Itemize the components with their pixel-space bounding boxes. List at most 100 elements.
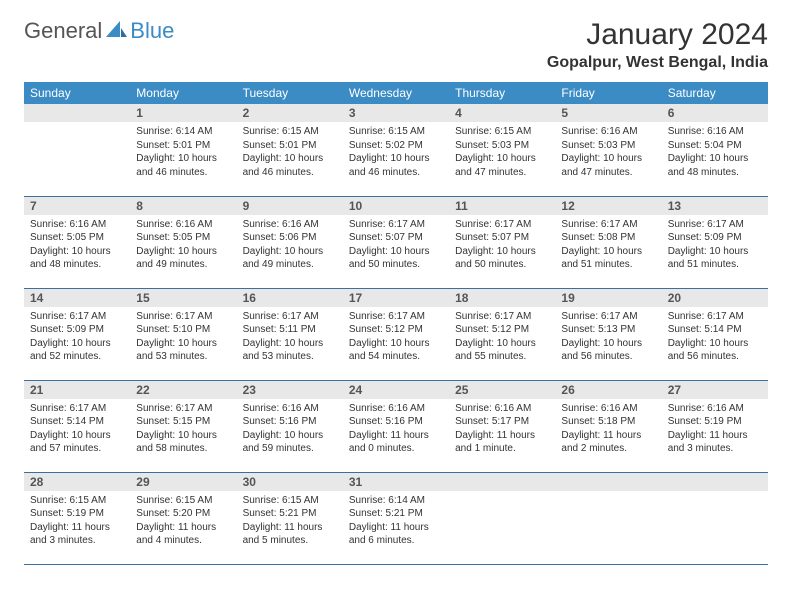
weekday-header: Saturday: [662, 82, 768, 104]
daylight-line: Daylight: 10 hours and 47 minutes.: [561, 152, 655, 179]
day-details: Sunrise: 6:17 AMSunset: 5:11 PMDaylight:…: [237, 307, 343, 367]
sunset-line: Sunset: 5:01 PM: [136, 139, 230, 153]
calendar-table: Sunday Monday Tuesday Wednesday Thursday…: [24, 82, 768, 565]
calendar-day-cell: 13Sunrise: 6:17 AMSunset: 5:09 PMDayligh…: [662, 196, 768, 288]
weekday-header: Sunday: [24, 82, 130, 104]
calendar-week-row: 21Sunrise: 6:17 AMSunset: 5:14 PMDayligh…: [24, 380, 768, 472]
calendar-day-cell: 11Sunrise: 6:17 AMSunset: 5:07 PMDayligh…: [449, 196, 555, 288]
daylight-line: Daylight: 11 hours and 4 minutes.: [136, 521, 230, 548]
calendar-week-row: 28Sunrise: 6:15 AMSunset: 5:19 PMDayligh…: [24, 472, 768, 564]
day-number: [24, 104, 130, 122]
daylight-line: Daylight: 10 hours and 57 minutes.: [30, 429, 124, 456]
sunset-line: Sunset: 5:03 PM: [455, 139, 549, 153]
calendar-day-cell: 10Sunrise: 6:17 AMSunset: 5:07 PMDayligh…: [343, 196, 449, 288]
daylight-line: Daylight: 11 hours and 2 minutes.: [561, 429, 655, 456]
header: General Blue January 2024 Gopalpur, West…: [24, 18, 768, 72]
day-details: Sunrise: 6:14 AMSunset: 5:21 PMDaylight:…: [343, 491, 449, 551]
calendar-day-cell: 24Sunrise: 6:16 AMSunset: 5:16 PMDayligh…: [343, 380, 449, 472]
calendar-day-cell: 23Sunrise: 6:16 AMSunset: 5:16 PMDayligh…: [237, 380, 343, 472]
title-block: January 2024 Gopalpur, West Bengal, Indi…: [547, 18, 768, 72]
daylight-line: Daylight: 10 hours and 48 minutes.: [668, 152, 762, 179]
sunrise-line: Sunrise: 6:17 AM: [349, 310, 443, 324]
logo-text-general: General: [24, 18, 102, 44]
calendar-day-cell: 30Sunrise: 6:15 AMSunset: 5:21 PMDayligh…: [237, 472, 343, 564]
day-number: 7: [24, 197, 130, 215]
day-details: Sunrise: 6:16 AMSunset: 5:16 PMDaylight:…: [237, 399, 343, 459]
day-number: 10: [343, 197, 449, 215]
calendar-day-cell: 21Sunrise: 6:17 AMSunset: 5:14 PMDayligh…: [24, 380, 130, 472]
daylight-line: Daylight: 11 hours and 3 minutes.: [30, 521, 124, 548]
day-number: 21: [24, 381, 130, 399]
day-number: 18: [449, 289, 555, 307]
sunset-line: Sunset: 5:11 PM: [243, 323, 337, 337]
calendar-day-cell: 20Sunrise: 6:17 AMSunset: 5:14 PMDayligh…: [662, 288, 768, 380]
daylight-line: Daylight: 10 hours and 55 minutes.: [455, 337, 549, 364]
calendar-day-cell: 29Sunrise: 6:15 AMSunset: 5:20 PMDayligh…: [130, 472, 236, 564]
daylight-line: Daylight: 10 hours and 51 minutes.: [561, 245, 655, 272]
day-details: Sunrise: 6:15 AMSunset: 5:19 PMDaylight:…: [24, 491, 130, 551]
sunrise-line: Sunrise: 6:16 AM: [243, 402, 337, 416]
calendar-day-cell: 22Sunrise: 6:17 AMSunset: 5:15 PMDayligh…: [130, 380, 236, 472]
daylight-line: Daylight: 10 hours and 48 minutes.: [30, 245, 124, 272]
day-details: Sunrise: 6:17 AMSunset: 5:14 PMDaylight:…: [24, 399, 130, 459]
daylight-line: Daylight: 10 hours and 58 minutes.: [136, 429, 230, 456]
day-number: 11: [449, 197, 555, 215]
sunset-line: Sunset: 5:20 PM: [136, 507, 230, 521]
daylight-line: Daylight: 11 hours and 6 minutes.: [349, 521, 443, 548]
calendar-day-cell: 14Sunrise: 6:17 AMSunset: 5:09 PMDayligh…: [24, 288, 130, 380]
day-details: Sunrise: 6:17 AMSunset: 5:13 PMDaylight:…: [555, 307, 661, 367]
calendar-week-row: 14Sunrise: 6:17 AMSunset: 5:09 PMDayligh…: [24, 288, 768, 380]
sunset-line: Sunset: 5:13 PM: [561, 323, 655, 337]
weekday-header: Monday: [130, 82, 236, 104]
day-number: 23: [237, 381, 343, 399]
location: Gopalpur, West Bengal, India: [547, 54, 768, 72]
day-number: 25: [449, 381, 555, 399]
sunset-line: Sunset: 5:19 PM: [668, 415, 762, 429]
calendar-body: 1Sunrise: 6:14 AMSunset: 5:01 PMDaylight…: [24, 104, 768, 564]
sunrise-line: Sunrise: 6:16 AM: [136, 218, 230, 232]
sunrise-line: Sunrise: 6:17 AM: [668, 218, 762, 232]
calendar-day-cell: 3Sunrise: 6:15 AMSunset: 5:02 PMDaylight…: [343, 104, 449, 196]
calendar-day-cell: 19Sunrise: 6:17 AMSunset: 5:13 PMDayligh…: [555, 288, 661, 380]
daylight-line: Daylight: 11 hours and 0 minutes.: [349, 429, 443, 456]
calendar-day-cell: 25Sunrise: 6:16 AMSunset: 5:17 PMDayligh…: [449, 380, 555, 472]
weekday-header: Thursday: [449, 82, 555, 104]
sunrise-line: Sunrise: 6:17 AM: [668, 310, 762, 324]
sunset-line: Sunset: 5:12 PM: [349, 323, 443, 337]
calendar-day-cell: 12Sunrise: 6:17 AMSunset: 5:08 PMDayligh…: [555, 196, 661, 288]
sunset-line: Sunset: 5:21 PM: [243, 507, 337, 521]
calendar-day-cell: 27Sunrise: 6:16 AMSunset: 5:19 PMDayligh…: [662, 380, 768, 472]
sunrise-line: Sunrise: 6:17 AM: [136, 402, 230, 416]
day-number: 5: [555, 104, 661, 122]
calendar-day-cell: [555, 472, 661, 564]
sunset-line: Sunset: 5:06 PM: [243, 231, 337, 245]
day-number: 30: [237, 473, 343, 491]
daylight-line: Daylight: 10 hours and 51 minutes.: [668, 245, 762, 272]
day-number: 14: [24, 289, 130, 307]
sunset-line: Sunset: 5:07 PM: [455, 231, 549, 245]
day-number: [449, 473, 555, 491]
daylight-line: Daylight: 10 hours and 46 minutes.: [136, 152, 230, 179]
calendar-day-cell: 28Sunrise: 6:15 AMSunset: 5:19 PMDayligh…: [24, 472, 130, 564]
calendar-day-cell: 2Sunrise: 6:15 AMSunset: 5:01 PMDaylight…: [237, 104, 343, 196]
day-number: 15: [130, 289, 236, 307]
sunset-line: Sunset: 5:05 PM: [30, 231, 124, 245]
sunrise-line: Sunrise: 6:17 AM: [136, 310, 230, 324]
day-number: 1: [130, 104, 236, 122]
sunrise-line: Sunrise: 6:14 AM: [349, 494, 443, 508]
sunset-line: Sunset: 5:03 PM: [561, 139, 655, 153]
day-details: Sunrise: 6:15 AMSunset: 5:02 PMDaylight:…: [343, 122, 449, 182]
daylight-line: Daylight: 10 hours and 53 minutes.: [243, 337, 337, 364]
day-details: Sunrise: 6:15 AMSunset: 5:01 PMDaylight:…: [237, 122, 343, 182]
day-details: Sunrise: 6:14 AMSunset: 5:01 PMDaylight:…: [130, 122, 236, 182]
sunset-line: Sunset: 5:04 PM: [668, 139, 762, 153]
calendar-day-cell: 7Sunrise: 6:16 AMSunset: 5:05 PMDaylight…: [24, 196, 130, 288]
day-number: 19: [555, 289, 661, 307]
sunset-line: Sunset: 5:01 PM: [243, 139, 337, 153]
logo-text-blue: Blue: [130, 18, 174, 44]
day-details: Sunrise: 6:17 AMSunset: 5:15 PMDaylight:…: [130, 399, 236, 459]
sunrise-line: Sunrise: 6:17 AM: [30, 402, 124, 416]
daylight-line: Daylight: 10 hours and 49 minutes.: [136, 245, 230, 272]
day-number: 31: [343, 473, 449, 491]
sunrise-line: Sunrise: 6:15 AM: [243, 125, 337, 139]
